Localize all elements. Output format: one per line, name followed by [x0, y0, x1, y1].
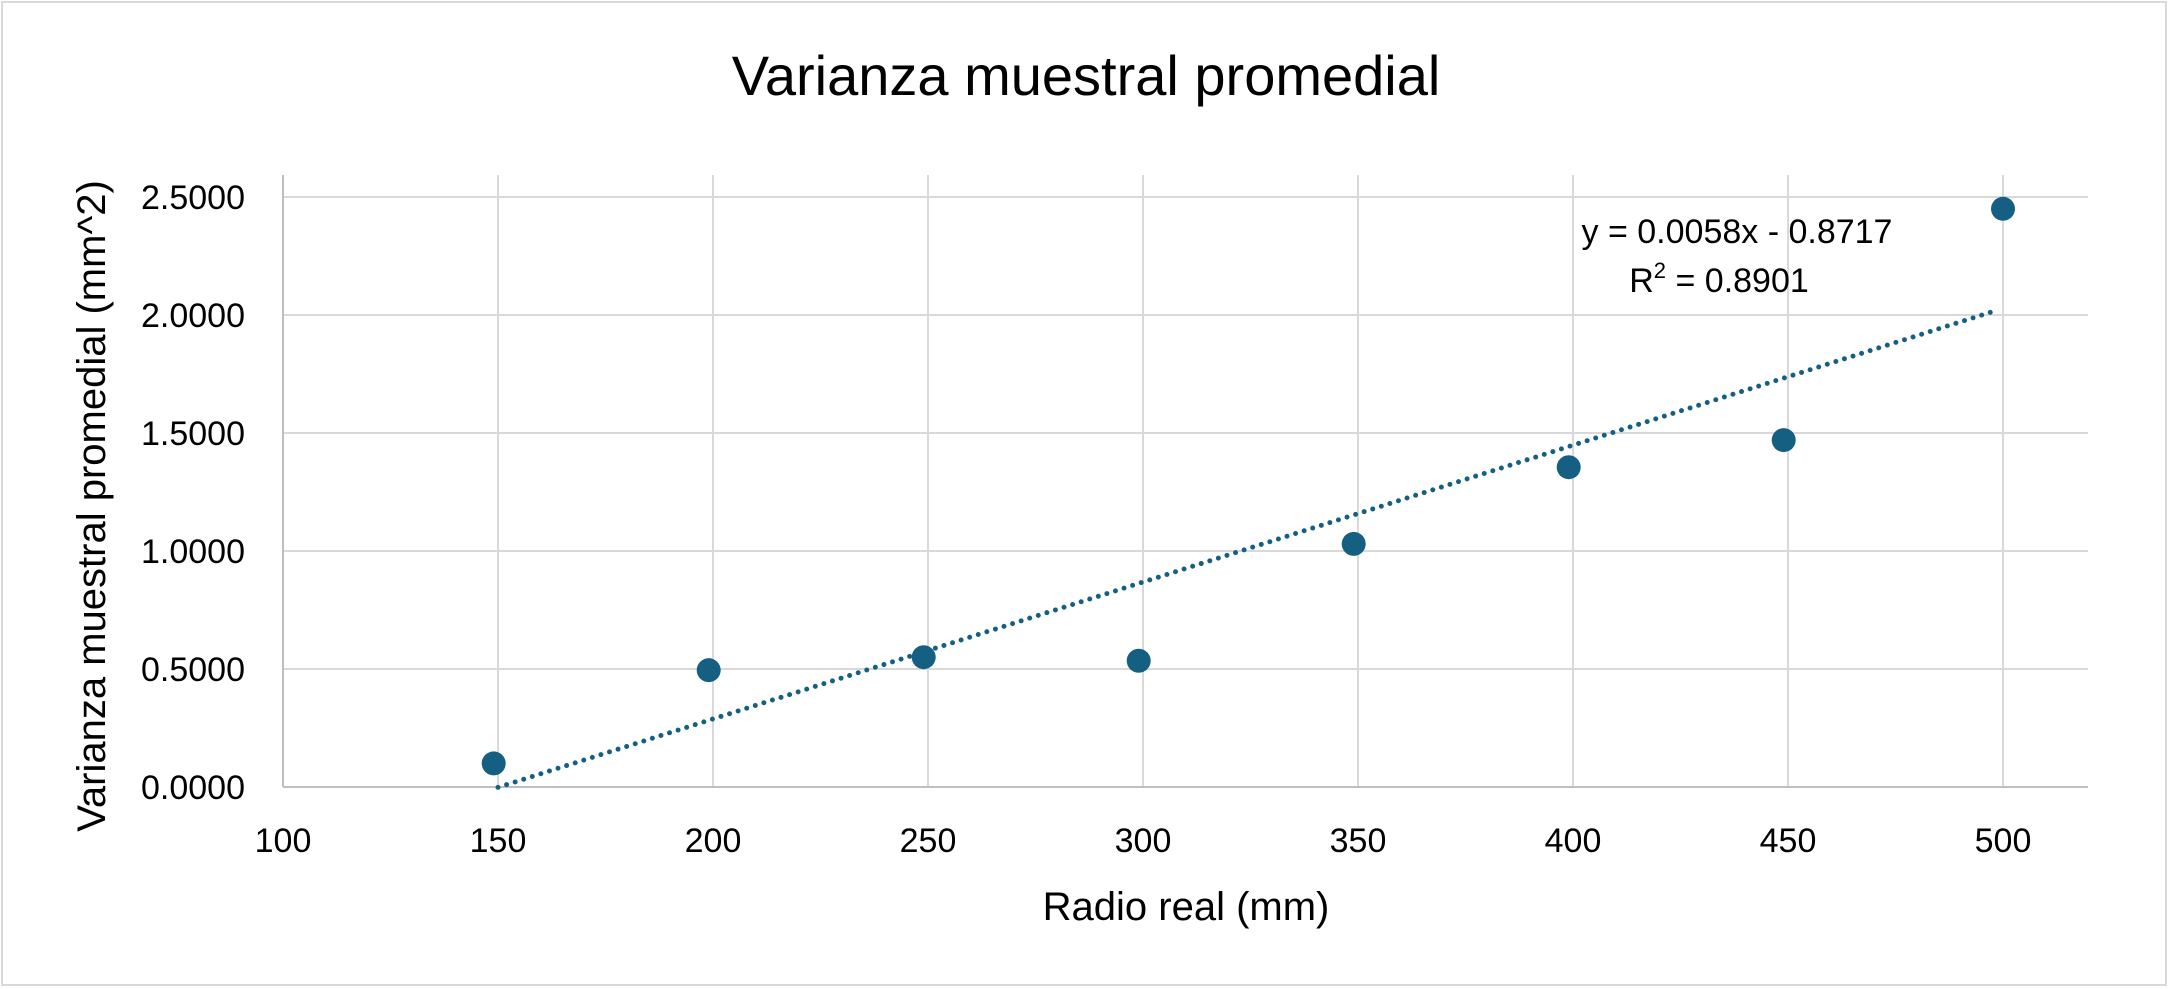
tick-labels: 100 150 200 250 300 350 400 450 500 0.0000 0.5000 1… — [141, 179, 2031, 860]
x-tick-label: 250 — [900, 822, 957, 860]
data-point — [1991, 196, 2015, 221]
r-squared-value: = 0.8901 — [1666, 262, 1809, 300]
x-tick-label: 450 — [1760, 822, 1817, 860]
data-point — [911, 645, 936, 670]
data-point — [481, 751, 506, 776]
y-tick-label: 2.0000 — [141, 297, 245, 335]
x-tick-label: 300 — [1115, 822, 1172, 860]
trendline-layer — [495, 308, 1997, 790]
data-point — [1556, 455, 1581, 480]
y-tick-label: 1.0000 — [141, 533, 245, 571]
linear-trendline — [495, 308, 1997, 790]
data-point — [1771, 428, 1796, 453]
y-tick-label: 0.0000 — [141, 769, 245, 807]
x-tick-label: 200 — [685, 822, 742, 860]
x-tick-label: 350 — [1330, 822, 1387, 860]
x-axis-title: Radio real (mm) — [1043, 885, 1330, 929]
scatter-chart: Varianza muestral promedial 100 150 200 250… — [70, 44, 2088, 929]
r-squared-exponent: 2 — [1654, 258, 1666, 283]
chart-title: Varianza muestral promedial — [732, 44, 1441, 107]
y-axis-title: Varianza muestral promedial (mm^2) — [70, 180, 114, 832]
x-tick-label: 500 — [1975, 822, 2032, 860]
data-point — [696, 658, 721, 683]
x-tick-label: 150 — [470, 822, 527, 860]
y-tick-label: 0.5000 — [141, 651, 245, 689]
y-tick-label: 1.5000 — [141, 415, 245, 453]
x-tick-label: 100 — [255, 822, 312, 860]
y-tick-label: 2.5000 — [141, 179, 245, 217]
grid-layer — [283, 175, 2088, 787]
trendline-equation: y = 0.0058x - 0.8717 — [1582, 213, 1893, 251]
data-point — [1126, 648, 1151, 673]
r-squared-label: R2 = 0.8901 — [1629, 258, 1809, 300]
data-point — [1341, 531, 1366, 556]
r-squared-symbol: R — [1629, 262, 1654, 300]
x-tick-label: 400 — [1545, 822, 1602, 860]
data-points — [481, 196, 2015, 776]
axis-layer — [282, 175, 2088, 788]
